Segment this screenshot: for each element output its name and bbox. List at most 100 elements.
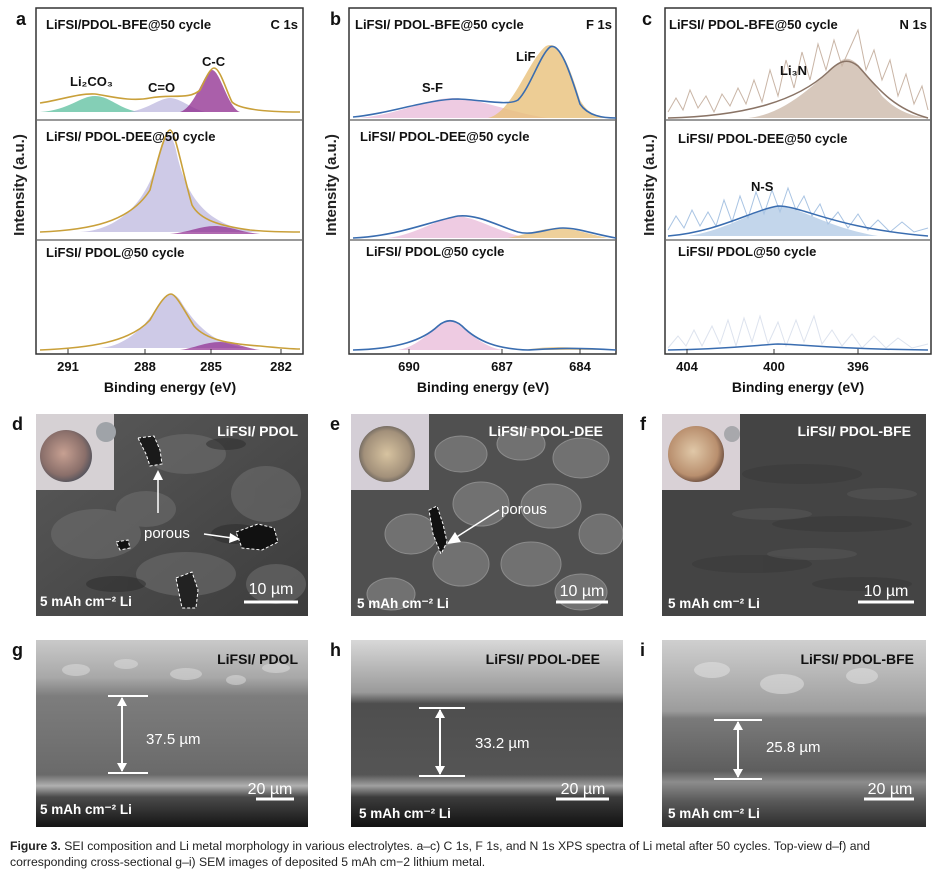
thickness-label: 33.2 µm [475,735,530,752]
panel-letter-e: e [330,414,341,434]
sem-cross-g: LiFSI/ PDOL 37.5 µm 5 mAh cm⁻² Li 20 µm [36,640,308,827]
element-label: N 1s [900,17,927,32]
capacity-label: 5 mAh cm⁻² Li [40,594,132,609]
scale-label: 20 µm [868,781,913,798]
x-axis-label: Binding energy (eV) [417,379,549,395]
plot-frame [348,7,617,355]
thickness-label: 37.5 µm [146,731,201,748]
caption-label: Figure 3. [10,839,61,853]
tick-label: 288 [134,359,156,374]
fill-dee-lif [508,228,608,238]
xps-panel-f1s: Intensity (a.u.) LiFSI/ PDOL-BFE@50 cycl… [323,7,617,395]
y-axis-label: Intensity (a.u.) [323,134,340,236]
fill-pdol-main [100,294,250,348]
fill-cc [180,70,240,112]
tick-label: 285 [200,359,222,374]
capacity-label: 5 mAh cm⁻² Li [40,802,132,817]
peak-label-lif: LiF [516,49,536,64]
fill-pdol-sf [398,320,503,350]
sem-label: LiFSI/ PDOL [217,651,298,667]
panel-letter-d: d [12,414,23,434]
noise-trace-pdol [667,314,929,349]
fill-lif [488,44,613,118]
tick-label: 684 [569,359,591,374]
noise-trace-bfe [667,28,929,114]
tick-label: 687 [491,359,513,374]
element-label: F 1s [586,17,612,32]
peak-label-sf: S-F [422,80,443,95]
tick-label: 282 [270,359,292,374]
sem-image-f: LiFSI/ PDOL-BFE 5 mAh cm⁻² Li 10 µm [662,414,926,616]
trace-label-dee: LiFSI/ PDOL-DEE@50 cycle [678,131,847,146]
trace-label-bfe: LiFSI/ PDOL-BFE@50 cycle [355,17,524,32]
tick-label: 690 [398,359,420,374]
x-axis-ticks [408,349,581,354]
x-axis-ticks [67,349,282,354]
peak-label-ns: N-S [751,179,774,194]
trace-label-bfe: LiFSI/PDOL-BFE@50 cycle [46,17,211,32]
scale-label: 10 µm [560,583,605,600]
plot-frame [35,7,304,355]
fill-dee-sf [388,216,528,238]
panel-letter-i: i [640,640,646,660]
trace-label-dee: LiFSI/ PDOL-DEE@50 cycle [46,129,215,144]
trace-label-pdol: LiFSI/ PDOL@50 cycle [366,244,504,259]
tick-label: 291 [57,359,79,374]
fill-li3n [748,58,928,118]
trace-label-pdol: LiFSI/ PDOL@50 cycle [46,245,184,260]
fit-trace-pdol [39,293,301,351]
scale-label: 20 µm [561,781,606,798]
sem-cross-h: LiFSI/ PDOL-DEE 33.2 µm 5 mAh cm⁻² Li 20… [351,640,623,827]
scale-label: 10 µm [249,581,294,598]
peak-label-cc: C-C [202,54,226,69]
capacity-label: 5 mAh cm⁻² Li [668,806,760,821]
peak-label-li2co3: Li₂CO₃ [70,74,113,89]
sem-label: LiFSI/ PDOL [217,423,298,439]
figure-caption: Figure 3. SEI composition and Li metal m… [10,838,930,870]
capacity-label: 5 mAh cm⁻² Li [668,596,760,611]
panel-letter-a: a [16,9,27,29]
annotation-porous: porous [144,525,190,542]
fit-trace-pdol [667,343,929,351]
peak-label-li3n: Li₃N [780,63,807,78]
element-label: C 1s [271,17,298,32]
capacity-label: 5 mAh cm⁻² Li [359,806,451,821]
y-axis-label: Intensity (a.u.) [641,134,658,236]
fill-ns [688,206,878,236]
panel-letter-f: f [640,414,646,434]
trace-label-pdol: LiFSI/ PDOL@50 cycle [678,244,816,259]
capacity-label: 5 mAh cm⁻² Li [357,596,449,611]
y-axis-label: Intensity (a.u.) [11,134,28,236]
x-axis-label: Binding energy (eV) [104,379,236,395]
fill-dee-main [80,136,260,232]
sem-cross-i: LiFSI/ PDOL-BFE 25.8 µm 5 mAh cm⁻² Li 20… [662,640,926,827]
fit-trace-dee [352,215,617,239]
xps-panel-n1s: Intensity (a.u.) LiFSI/ PDOL-BFE@50 cycl… [641,7,932,395]
fill-dee-side [170,226,260,234]
peak-label-co: C=O [148,80,175,95]
panel-letter-g: g [12,640,23,660]
annotation-porous: porous [501,501,547,518]
fit-trace-bfe [39,67,301,113]
sem-label: LiFSI/ PDOL-DEE [489,423,603,439]
x-axis-label: Binding energy (eV) [732,379,864,395]
trace-label-dee: LiFSI/ PDOL-DEE@50 cycle [360,129,529,144]
fill-pdol-side [180,342,260,350]
x-axis-ticks [686,349,859,354]
fit-trace-dee [39,129,301,233]
tick-label: 404 [676,359,698,374]
fit-trace-dee [667,205,929,237]
xps-panel-c1s: Intensity (a.u.) LiFSI/PDOL-BFE@50 cycle… [11,7,304,395]
scale-label: 10 µm [864,583,909,600]
sem-label: LiFSI/ PDOL-BFE [797,423,911,439]
thickness-label: 25.8 µm [766,739,821,756]
trace-label-bfe: LiFSI/ PDOL-BFE@50 cycle [669,17,838,32]
fit-trace-bfe [352,45,617,119]
tick-label: 400 [763,359,785,374]
scale-label: 20 µm [248,781,293,798]
sem-label: LiFSI/ PDOL-DEE [486,651,600,667]
caption-text: SEI composition and Li metal morphology … [10,839,871,869]
fill-li2co3 [40,96,140,112]
sem-label: LiFSI/ PDOL-BFE [800,651,914,667]
panel-letter-b: b [330,9,341,29]
